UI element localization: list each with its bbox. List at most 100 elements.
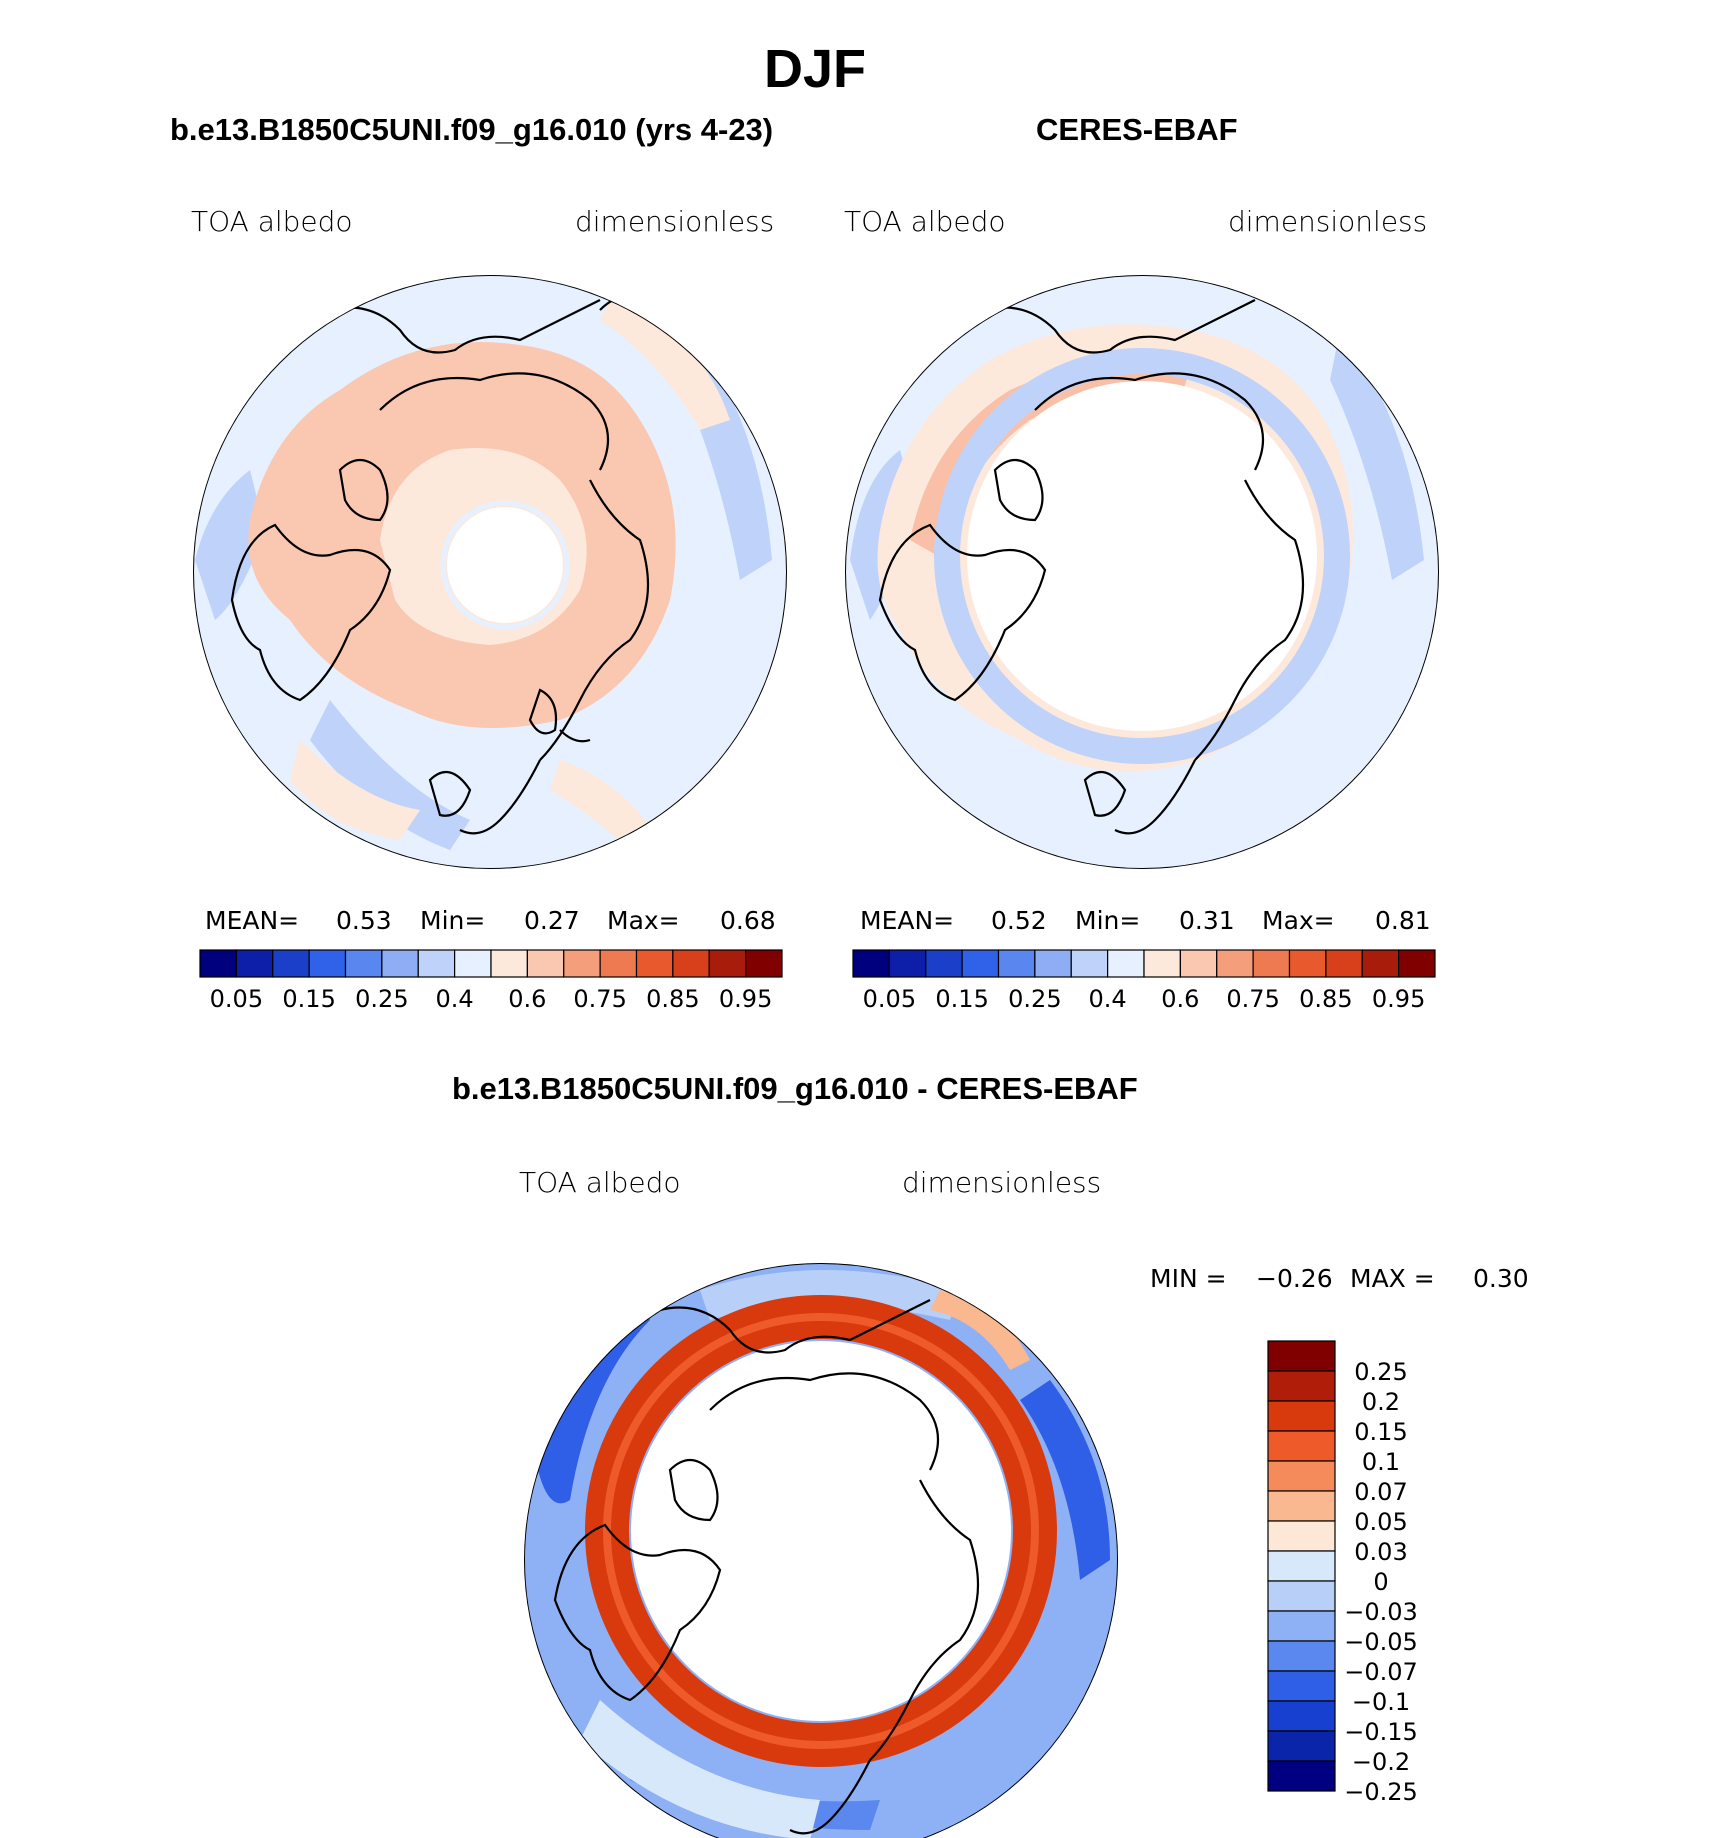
diff-colorbar-box: [1267, 1340, 1336, 1372]
diff-colorbar-tick-label: 0: [1373, 1568, 1388, 1596]
diff-colorbar-tick-label: −0.03: [1344, 1598, 1418, 1626]
model-colorbar-box: [526, 949, 565, 978]
obs-variable-label: TOA albedo: [844, 205, 1006, 238]
model-colorbar-box: [272, 949, 310, 978]
diff-units-label: dimensionless: [902, 1166, 1102, 1199]
model-max-label: Max=: [607, 906, 680, 935]
model-colorbar-tick-label: 0.85: [646, 985, 699, 1013]
obs-mean-label: MEAN=: [860, 906, 954, 935]
model-units-label: dimensionless: [575, 205, 775, 238]
diff-variable-label: TOA albedo: [519, 1166, 681, 1199]
diff-colorbar-box: [1267, 1460, 1336, 1492]
diff-colorbar-box: [1267, 1640, 1336, 1672]
diff-colorbar-box: [1267, 1400, 1336, 1432]
model-map-pacific-band: [290, 740, 420, 840]
diff-panel-title: b.e13.B1850C5UNI.f09_g16.010 - CERES-EBA…: [452, 1071, 1138, 1106]
diff-colorbar-tick-label: −0.05: [1344, 1628, 1418, 1656]
model-colorbar-box: [344, 949, 383, 978]
diff-colorbar-box: [1267, 1610, 1336, 1642]
model-colorbar-box: [417, 949, 456, 978]
model-panel-title: b.e13.B1850C5UNI.f09_g16.010 (yrs 4-23): [170, 112, 774, 147]
obs-colorbar-box: [1288, 949, 1327, 978]
obs-panel-title: CERES-EBAF: [1036, 112, 1238, 147]
model-map-pole-edge: [440, 500, 570, 630]
model-stats: MEAN= 0.53 Min= 0.27 Max= 0.68: [205, 906, 776, 935]
obs-colorbar-box: [1361, 949, 1400, 978]
obs-colorbar-box: [997, 949, 1036, 978]
model-map: [193, 275, 787, 869]
model-variable-label: TOA albedo: [191, 205, 353, 238]
diff-map: [524, 1263, 1118, 1838]
diff-colorbar-box: [1267, 1550, 1336, 1582]
model-min-label: Min=: [420, 906, 485, 935]
model-map-midlat-blue-patch: [195, 470, 265, 620]
obs-colorbar-box: [1325, 949, 1363, 978]
diff-colorbar-tick-label: −0.1: [1352, 1688, 1410, 1716]
diff-map-positive-ring-inner: [603, 1313, 1039, 1749]
model-map-siberia-band: [600, 300, 730, 430]
diff-colorbar-box: [1267, 1670, 1336, 1702]
obs-colorbar-box: [1398, 949, 1436, 978]
diff-colorbar-box: [1267, 1490, 1336, 1522]
diff-colorbar-tick-label: 0.03: [1354, 1538, 1407, 1566]
obs-min-value: 0.31: [1179, 906, 1235, 935]
model-mean-label: MEAN=: [205, 906, 299, 935]
obs-colorbar-box: [1034, 949, 1072, 978]
diff-map-coastlines: [553, 1299, 980, 1835]
diff-map-positive-siberia: [930, 1290, 1030, 1370]
obs-max-label: Max=: [1262, 906, 1335, 935]
model-map-pacific-blue-patch: [310, 700, 470, 850]
obs-colorbar-tick-label: 0.25: [1008, 985, 1061, 1013]
diff-colorbar-tick-label: −0.15: [1344, 1718, 1418, 1746]
obs-map-coastlines: [878, 299, 1305, 835]
model-colorbar-box: [381, 949, 419, 978]
model-map-missing-pole: [447, 507, 563, 623]
model-colorbar-box: [745, 949, 783, 978]
diff-map-light-band-pacific: [580, 1700, 820, 1838]
diff-map-strong-negative-east: [1020, 1380, 1110, 1580]
model-colorbar-tick-label: 0.15: [282, 985, 335, 1013]
diff-max-value: 0.30: [1473, 1264, 1529, 1293]
model-max-value: 0.68: [720, 906, 776, 935]
model-colorbar-box: [672, 949, 710, 978]
diff-min-value: −0.26: [1256, 1264, 1333, 1293]
obs-map-atlantic-blue-patch: [1330, 330, 1424, 580]
model-colorbar-tick-label: 0.75: [573, 985, 626, 1013]
obs-colorbar-tick-label: 0.4: [1089, 985, 1127, 1013]
model-colorbar-tick-label: 0.6: [508, 985, 546, 1013]
model-mean-value: 0.53: [336, 906, 392, 935]
diff-colorbar-tick-label: 0.07: [1354, 1478, 1407, 1506]
obs-colorbar-box: [1070, 949, 1109, 978]
model-colorbar-tick-label: 0.4: [436, 985, 474, 1013]
obs-colorbar-tick-label: 0.95: [1372, 985, 1425, 1013]
obs-map-orange-halo: [910, 363, 1190, 560]
diff-colorbar-tick-label: −0.25: [1344, 1778, 1418, 1806]
model-colorbar-box: [635, 949, 674, 978]
diff-colorbar-box: [1267, 1700, 1336, 1732]
diff-colorbar-box: [1267, 1730, 1336, 1762]
diff-max-label: MAX =: [1350, 1264, 1435, 1293]
model-colorbar-box: [199, 949, 237, 978]
obs-map-missing-pole: [967, 381, 1317, 731]
figure-title: DJF: [763, 39, 866, 99]
obs-colorbar-box: [961, 949, 1000, 978]
diff-colorbar-box: [1267, 1370, 1336, 1402]
diff-colorbar-tick-label: 0.1: [1362, 1448, 1400, 1476]
model-colorbar-tick-label: 0.95: [719, 985, 772, 1013]
diff-colorbar: 0.250.20.150.10.070.050.030−0.03−0.05−0.…: [1267, 1340, 1418, 1806]
obs-map-blue-ring: [934, 348, 1350, 764]
diff-colorbar-tick-label: 0.25: [1354, 1358, 1407, 1386]
obs-colorbar-box: [1107, 949, 1145, 978]
model-colorbar-box: [599, 949, 638, 978]
obs-colorbar-box: [1143, 949, 1181, 978]
diff-colorbar-box: [1267, 1760, 1336, 1792]
model-colorbar-box: [563, 949, 601, 978]
diff-colorbar-box: [1267, 1520, 1336, 1552]
model-colorbar-box: [308, 949, 347, 978]
model-colorbar-tick-label: 0.05: [210, 985, 263, 1013]
obs-colorbar-box: [1216, 949, 1254, 978]
obs-colorbar: 0.05 0.15 0.25 0.4 0.6 0.75 0.85 0.95: [852, 949, 1436, 1013]
obs-units-label: dimensionless: [1228, 205, 1428, 238]
diff-colorbar-tick-label: 0.05: [1354, 1508, 1407, 1536]
